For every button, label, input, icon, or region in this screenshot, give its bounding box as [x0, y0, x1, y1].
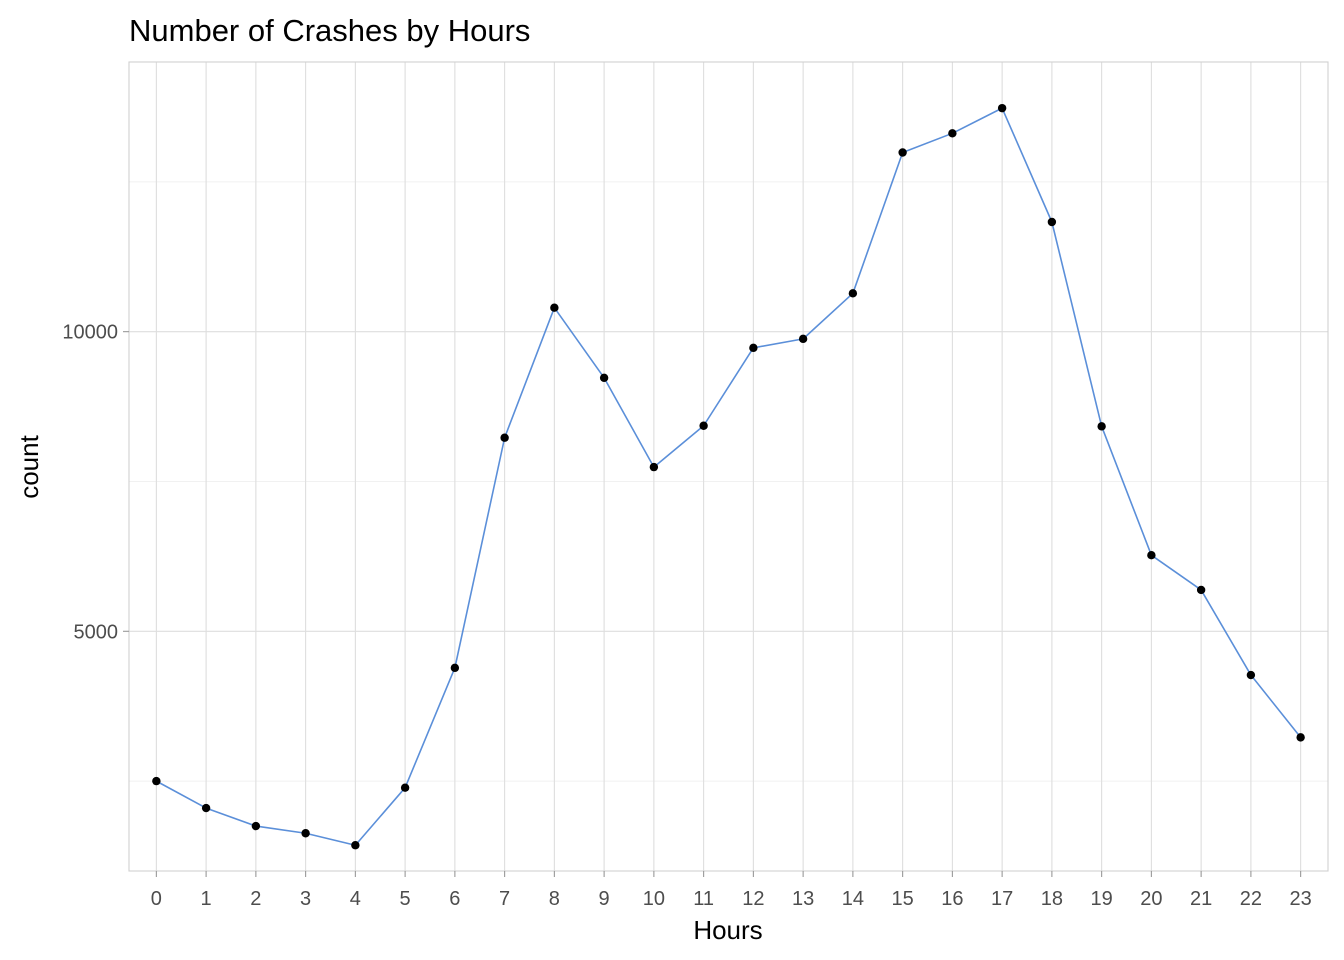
x-tick-label: 9 [599, 888, 610, 910]
x-tick-label: 12 [742, 888, 764, 910]
series-line [155, 107, 1302, 847]
x-tick-label: 11 [693, 888, 714, 910]
data-point [1097, 422, 1106, 431]
x-tick-label: 6 [449, 888, 460, 910]
data-point [599, 373, 609, 383]
x-tick-label: 16 [941, 888, 963, 910]
x-tick-label: 7 [499, 888, 510, 910]
data-point [1147, 550, 1156, 560]
minor-gridlines [129, 181, 1328, 782]
x-tick-label: 2 [250, 888, 261, 910]
data-point [749, 343, 758, 353]
x-tick-label: 23 [1290, 888, 1312, 910]
y-axis-title: count [14, 434, 44, 498]
data-point [201, 803, 211, 813]
major-gridlines [129, 62, 1328, 871]
y-tick-label: 5000 [74, 621, 119, 643]
data-point [152, 776, 161, 786]
x-tick-label: 17 [991, 888, 1013, 910]
x-tick-label: 15 [892, 888, 914, 910]
data-point [798, 334, 808, 344]
data-point [301, 829, 310, 838]
data-point [948, 129, 957, 138]
x-tick-label: 8 [549, 888, 560, 910]
data-point [500, 433, 509, 442]
data-point [1296, 733, 1305, 742]
data-point [1047, 217, 1057, 227]
x-tick-label: 14 [842, 888, 864, 910]
x-tick-label: 1 [201, 888, 212, 910]
x-tick-label: 13 [792, 888, 814, 910]
x-tick-label: 5 [400, 888, 411, 910]
data-points [152, 103, 1305, 850]
x-tick-label: 4 [350, 888, 361, 910]
data-point [699, 421, 708, 430]
data-point [550, 303, 559, 312]
data-point [997, 103, 1007, 113]
x-tick-label: 18 [1041, 888, 1063, 910]
x-tick-label: 20 [1140, 888, 1162, 910]
x-tick-label: 10 [643, 888, 665, 910]
y-axis-ticks: 5000 10000 [62, 322, 129, 643]
data-point [450, 663, 460, 673]
chart-title: Number of Crashes by Hours [129, 13, 530, 48]
data-point [1246, 670, 1256, 680]
x-tick-label: 22 [1240, 888, 1262, 910]
data-point [400, 783, 410, 792]
x-tick-label: 21 [1190, 888, 1212, 910]
data-point [351, 841, 360, 850]
y-tick-label: 10000 [62, 322, 118, 344]
x-axis-ticks: 0 1 2 3 4 5 6 7 8 9 10 11 12 13 14 15 16 17 18 19 20 21 22 23 [151, 871, 1312, 910]
x-tick-label: 3 [300, 888, 311, 910]
x-tick-label: 19 [1091, 888, 1113, 910]
data-point [898, 148, 907, 157]
series-line-layer [155, 107, 1302, 847]
x-axis-title: Hours [693, 915, 762, 945]
plot-panel-border [128, 61, 1329, 872]
x-tick-label: 0 [151, 888, 162, 910]
data-point [1196, 585, 1206, 595]
data-point [848, 289, 858, 298]
data-point [251, 821, 261, 831]
data-point [649, 462, 659, 472]
